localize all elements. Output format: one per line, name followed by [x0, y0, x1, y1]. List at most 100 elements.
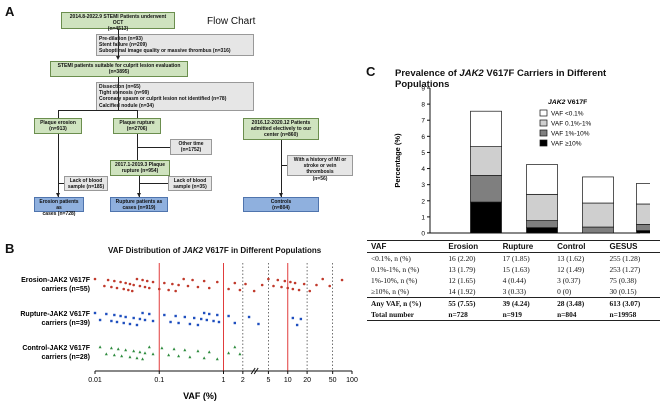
data-point [132, 349, 136, 353]
bar-segment [526, 164, 558, 195]
data-point [238, 288, 242, 292]
data-point [174, 314, 177, 318]
bar-segment [470, 146, 502, 176]
data-point [217, 320, 221, 324]
data-point [110, 285, 113, 289]
legend-label: VAF <0.1% [551, 111, 584, 118]
table-header: Control [553, 240, 606, 253]
data-point [141, 357, 145, 361]
legend-title: JAK2 V617F [548, 99, 587, 106]
x-tick-label: 1 [222, 377, 226, 384]
data-point [196, 349, 200, 353]
data-point [109, 346, 113, 350]
axis-break [250, 367, 256, 375]
data-point [105, 312, 108, 316]
y-tick-label: 2 [421, 198, 425, 205]
data-point [293, 281, 297, 285]
box-controls: Controls (n=804) [243, 197, 319, 212]
data-point [291, 316, 295, 320]
data-point [163, 281, 166, 285]
data-point [148, 312, 151, 316]
data-point [98, 345, 102, 349]
data-point [299, 317, 303, 321]
data-point [215, 357, 219, 361]
x-tick-label: 2 [241, 377, 245, 384]
data-point [138, 317, 142, 321]
axis-break [253, 367, 259, 375]
box-rupture-2017: 2017.1-2019.3 Plaque rupture (n=954) [110, 160, 170, 176]
connector [118, 77, 119, 110]
data-point [124, 348, 128, 352]
y-tick-label: 6 [421, 134, 425, 141]
box-stemi-oct: 2014.8-2022.9 STEMI Patients underwent O… [61, 12, 175, 32]
x-tick-label: 100 [346, 377, 358, 384]
data-point [113, 279, 116, 283]
data-point [171, 282, 174, 286]
table-row: Total number n=728 n=919 n=804 n=19958 [367, 309, 660, 321]
data-point [295, 323, 299, 327]
data-point [244, 282, 247, 286]
y-tick-label: 7 [421, 118, 425, 125]
box-lack-blood-rupture: Lack of blood sample (n=35) [168, 176, 212, 191]
data-point [202, 311, 206, 315]
panel-b-letter: B [5, 241, 15, 256]
bar-segment [582, 176, 614, 204]
data-point [98, 318, 102, 322]
arrow-down [137, 193, 141, 197]
box-history-mi: With a history of MI or stroke or vein th… [287, 155, 353, 182]
bar-segment [636, 224, 650, 231]
x-tick-label: 10 [284, 377, 292, 384]
data-point [233, 321, 237, 325]
data-point [202, 279, 206, 283]
data-point [328, 284, 332, 288]
prevalence-title: Prevalence of JAK2 V617F Carriers in Dif… [395, 68, 607, 90]
data-point [212, 319, 215, 323]
data-point [205, 318, 209, 322]
legend-label: VAF 1%-10% [551, 131, 590, 138]
bar-segment [526, 220, 558, 229]
y-tick-label: 1 [421, 214, 425, 221]
data-point [233, 345, 237, 349]
data-point [188, 322, 192, 326]
data-point [163, 313, 166, 317]
data-point [174, 289, 177, 293]
data-point [143, 351, 147, 355]
data-point [215, 280, 219, 284]
table-row: 1%-10%, n (%) 12 (1.65) 4 (0.44) 3 (0.37) 75… [371, 276, 637, 285]
data-point [188, 355, 192, 359]
data-point [227, 351, 231, 355]
data-point [93, 311, 97, 315]
data-point [233, 281, 237, 285]
data-point [135, 323, 139, 327]
data-point [151, 280, 155, 284]
data-point [286, 286, 290, 290]
box-exclusion-1: Pre-dilation (n=93) Stent failure (n=209)… [96, 34, 254, 56]
flowchart-title: Flow Chart [207, 16, 256, 27]
data-point [280, 285, 283, 289]
data-point [147, 345, 151, 349]
connector [118, 29, 119, 57]
data-point [183, 315, 187, 319]
x-tick-label: 5 [266, 377, 270, 384]
table-header: Rupture [498, 240, 554, 253]
data-point [167, 288, 170, 292]
bar-segment [636, 183, 650, 205]
data-point [132, 283, 135, 287]
data-point [157, 287, 161, 291]
data-point [128, 282, 132, 286]
data-point [141, 311, 144, 315]
bar-segment [636, 203, 650, 225]
legend-label: VAF 0.1%-1% [551, 121, 592, 128]
data-point [183, 348, 187, 352]
data-point [122, 287, 126, 291]
vaf-table: VAF Erosion Rupture Control GESUS <0.1%,… [367, 240, 660, 321]
data-point [276, 278, 280, 282]
data-point [247, 315, 251, 319]
data-point [227, 287, 230, 291]
x-axis-label: VAF (%) [183, 391, 217, 401]
data-point [267, 277, 270, 281]
data-point [207, 350, 211, 354]
table-header: Erosion [444, 240, 499, 253]
legend-label: VAF ≥10% [551, 141, 582, 148]
data-point [216, 313, 219, 317]
